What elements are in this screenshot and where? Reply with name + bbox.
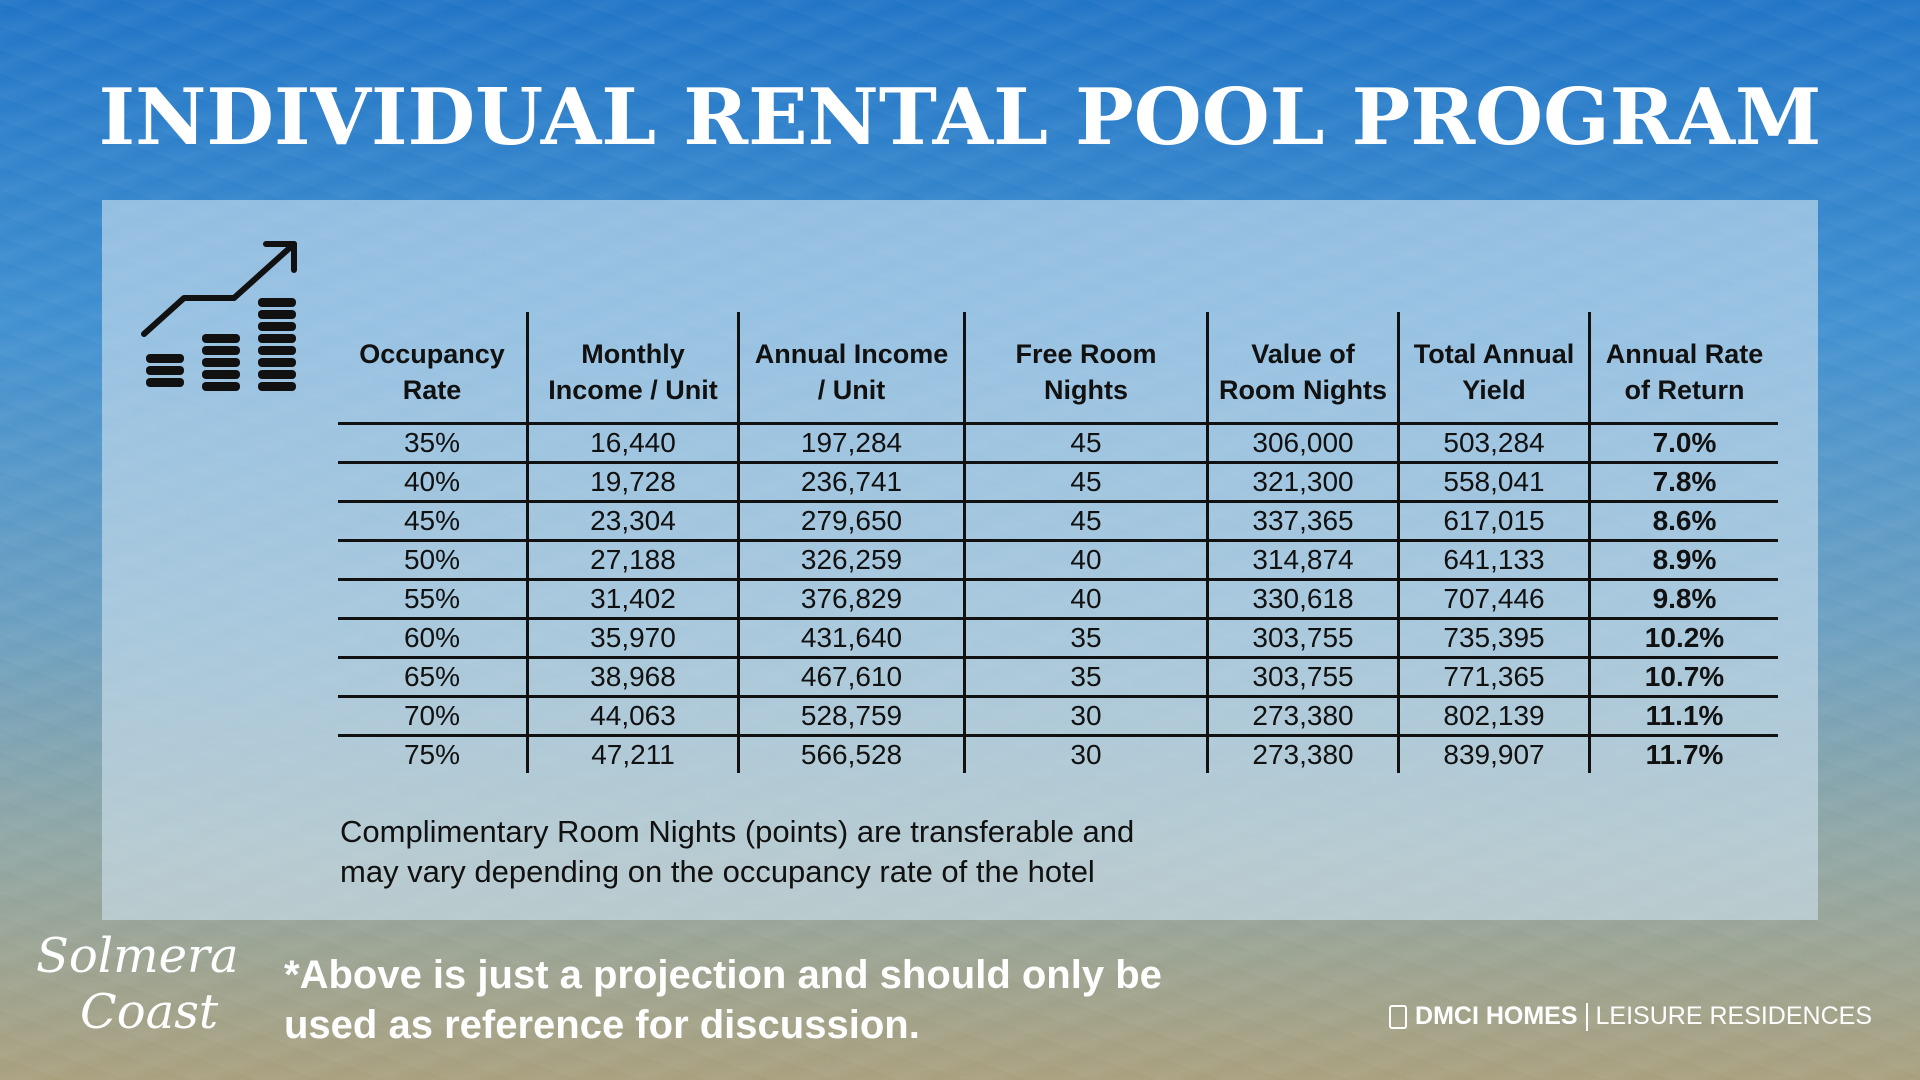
table-cell: 707,446 [1397,579,1590,620]
header-annual-income: Annual Income / Unit [737,312,965,425]
brand-divider [1585,1002,1588,1031]
table-cell: 641,133 [1397,540,1590,581]
table-cell: 617,015 [1397,501,1590,542]
table-cell: 35 [963,618,1208,659]
table-cell: 11.7% [1588,735,1778,773]
table-cell: 7.0% [1588,423,1778,464]
table-cell: 467,610 [737,657,965,698]
page-title: INDIVIDUAL RENTAL POOL PROGRAM [98,72,1822,163]
table-cell: 19,728 [526,462,739,503]
complimentary-note: Complimentary Room Nights (points) are t… [340,814,1135,889]
dmci-logo-icon [1389,1004,1408,1029]
table-cell: 326,259 [737,540,965,581]
header-total-annual-yield: Total Annual Yield [1397,312,1590,425]
table-cell: 431,640 [737,618,965,659]
table-cell: 35 [963,657,1208,698]
table-cell: 45 [963,423,1208,464]
table-cell: 802,139 [1397,696,1590,737]
table-cell: 558,041 [1397,462,1590,503]
table-cell: 303,755 [1206,657,1399,698]
table-row: 55% 31,402 376,829 40 330,618 707,446 9.8% [338,579,1778,620]
table-cell: 314,874 [1206,540,1399,581]
header-annual-rate-return: Annual Rate of Return [1588,312,1778,425]
table-row: 65% 38,968 467,610 35 303,755 771,365 10.7% [338,657,1778,698]
table-cell: 23,304 [526,501,739,542]
table-cell: 30 [963,696,1208,737]
table-cell: 566,528 [737,735,965,773]
table-cell: 337,365 [1206,501,1399,542]
table-row: 45% 23,304 279,650 45 337,365 617,015 8.6% [338,501,1778,542]
table-cell: 10.2% [1588,618,1778,659]
table-cell: 735,395 [1397,618,1590,659]
projection-disclaimer: *Above is just a projection and should o… [284,953,1162,1047]
table-cell: 9.8% [1588,579,1778,620]
table-row: 70% 44,063 528,759 30 273,380 802,139 11.1% [338,696,1778,737]
table-cell: 75% [403,739,461,770]
table-cell: 40 [963,540,1208,581]
table-cell: 45% [338,501,528,542]
table-cell: 45 [963,462,1208,503]
table-cell: 10.7% [1588,657,1778,698]
table-cell: 528,759 [737,696,965,737]
table-cell: 30 [963,735,1208,773]
table-cell: 70% [338,696,528,737]
table-row: 35% 16,440 197,284 45 306,000 503,284 7.0% [338,423,1778,464]
table-cell: 35,970 [526,618,739,659]
table-cell: 50% [338,540,528,581]
table-cell: 273,380 [1206,696,1399,737]
table-cell: 279,650 [737,501,965,542]
table-cell: 31,402 [526,579,739,620]
table-row: 40% 19,728 236,741 45 321,300 558,041 7.8% [338,462,1778,503]
table-cell: 35% [338,423,528,464]
table-header-row: Occupancy Rate Monthly Income / Unit Annua… [338,312,1778,425]
header-free-room-nights: Free Room Nights [963,312,1208,425]
header-monthly-income: Monthly Income / Unit [526,312,739,425]
table-cell: 197,284 [737,423,965,464]
table-cell: 47,211 [526,735,739,773]
table-cell: 38,968 [526,657,739,698]
table-cell: 8.9% [1588,540,1778,581]
table-cell: 44,063 [526,696,739,737]
table-cell: 306,000 [1206,423,1399,464]
table-cell: 503,284 [1397,423,1590,464]
table-cell: 45 [963,501,1208,542]
table-cell: 65% [338,657,528,698]
dmci-brand: DMCI HOMES LEISURE RESIDENCES [1389,1002,1872,1031]
table-cell: 8.6% [1588,501,1778,542]
table-cell: 40% [338,462,528,503]
table-cell: 321,300 [1206,462,1399,503]
table-cell: 40 [963,579,1208,620]
table-cell: 303,755 [1206,618,1399,659]
table-row: 60% 35,970 431,640 35 303,755 735,395 10.2% [338,618,1778,659]
table-cell: 376,829 [737,579,965,620]
table-cell: 273,380 [1206,735,1399,773]
solmera-coast-logo: Solmera Coast [36,928,239,1040]
header-occupancy-rate: Occupancy Rate [338,312,528,425]
table-cell: 330,618 [1206,579,1399,620]
table-row: 75% 47,211 566,528 30 273,380 839,907 11.7% [338,735,1778,773]
rental-pool-table: Occupancy Rate Monthly Income / Unit Annua… [338,312,1778,773]
table-cell: 16,440 [526,423,739,464]
header-value-room-nights: Value of Room Nights [1206,312,1399,425]
table-cell: 7.8% [1588,462,1778,503]
table-cell: 11.1% [1588,696,1778,737]
growth-coins-icon [141,241,297,391]
table-cell: 839,907 [1397,735,1590,773]
table-cell: 236,741 [737,462,965,503]
table-cell: 27,188 [526,540,739,581]
table-row: 50% 27,188 326,259 40 314,874 641,133 8.9% [338,540,1778,581]
table-cell: 771,365 [1397,657,1590,698]
table-cell: 55% [338,579,528,620]
table-cell: 60% [338,618,528,659]
